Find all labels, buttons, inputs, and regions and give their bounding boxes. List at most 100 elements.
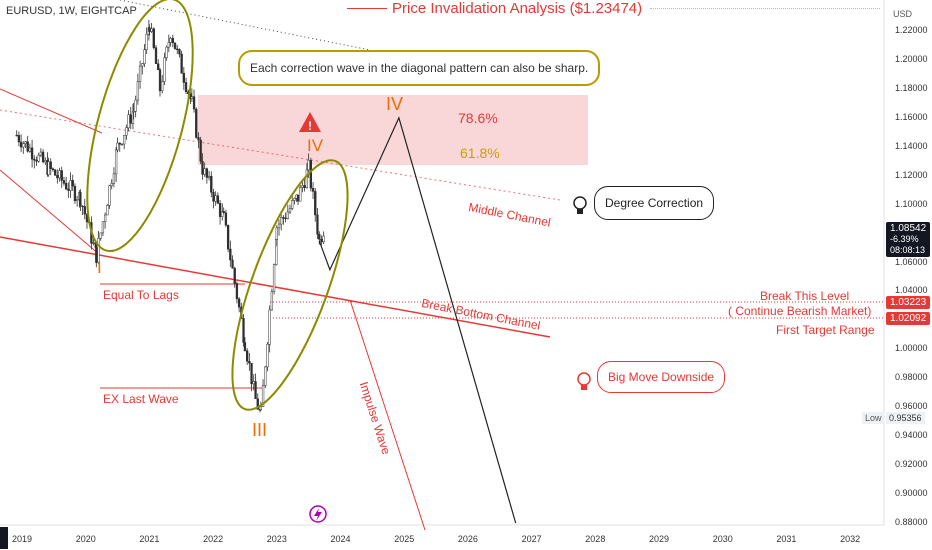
candle-body (143, 49, 146, 64)
title-rule-right (650, 8, 880, 9)
candle-body (19, 141, 23, 148)
candle-body (180, 53, 183, 74)
time-tick: 2031 (776, 534, 797, 544)
candle-body (212, 192, 215, 202)
candle-body (79, 192, 82, 207)
candle-body (226, 224, 230, 250)
candle-body (270, 291, 274, 311)
candle-body (118, 142, 121, 145)
candle-body (178, 49, 181, 55)
candle-body (157, 63, 160, 71)
candle-body (67, 188, 70, 191)
level-1-tag: 1.03223 (886, 296, 931, 309)
candle-body (49, 161, 52, 169)
candle-body (288, 208, 292, 213)
fib-786-label: 78.6% (458, 110, 498, 126)
currency-label[interactable]: USD (893, 9, 913, 19)
candle-body (237, 298, 241, 308)
time-tick: 2028 (585, 534, 606, 544)
candle-body (293, 198, 296, 201)
time-tick: 2032 (840, 534, 861, 544)
candle-body (51, 168, 55, 171)
candle-body (39, 151, 43, 156)
price-tick: 1.00000 (895, 343, 928, 354)
first-target-label: First Target Range (776, 323, 875, 337)
candle-body (125, 127, 128, 136)
warning-mark: ! (308, 119, 312, 133)
time-tick: 2022 (203, 534, 224, 544)
upper-channel-line[interactable] (0, 88, 103, 134)
wave-iv-label: IV (307, 136, 324, 155)
candle-body (221, 211, 224, 217)
candle-body (214, 195, 217, 202)
candle-body (316, 214, 319, 235)
current-change: -6.39% (890, 234, 919, 244)
candle-body (136, 81, 140, 101)
time-tick: 2023 (266, 534, 287, 544)
candle-body (129, 114, 132, 124)
candle-body (152, 28, 155, 48)
level-2-tag: 1.02092 (886, 312, 931, 325)
degree-correction-pill[interactable]: Degree Correction (594, 186, 715, 220)
time-tick: 2030 (712, 534, 733, 544)
wave-iii-label: III (252, 420, 268, 440)
candle-body (47, 161, 50, 175)
low-value: 0.95356 (886, 412, 925, 424)
candle-body (127, 114, 130, 129)
candle-body (272, 264, 276, 292)
symbol-label[interactable]: EURUSD, 1W, EIGHTCAP (6, 5, 137, 17)
candle-body (229, 248, 232, 261)
candle-body (41, 151, 45, 163)
price-tick: 0.92000 (895, 459, 928, 470)
time-tick: 2020 (75, 534, 96, 544)
wave-i-ellipse[interactable] (66, 0, 214, 261)
candle-body (199, 139, 202, 162)
candle-body (56, 175, 59, 179)
candle-body (203, 168, 206, 175)
candle-body (75, 199, 79, 201)
candle-body (301, 185, 304, 188)
projection-path[interactable] (318, 116, 517, 524)
equal-to-lags-label: Equal To Lags (103, 288, 179, 302)
candle-body (17, 135, 21, 143)
candle-body (138, 65, 142, 82)
candle-body (35, 159, 38, 162)
candle-body (44, 160, 47, 163)
candle-body (163, 57, 166, 82)
candle-body (97, 238, 100, 263)
candle-body (216, 195, 220, 204)
big-move-pill[interactable]: Big Move Downside (597, 361, 726, 393)
candle-body (256, 398, 259, 410)
candle-body (171, 37, 174, 44)
candle-body (242, 318, 245, 343)
candle-body (101, 221, 105, 234)
candle-body (282, 217, 285, 219)
top-dotted-line[interactable] (119, 0, 371, 51)
time-tick: 2019 (12, 534, 33, 544)
candle-body (60, 170, 63, 181)
candle-body (233, 267, 236, 284)
price-tick: 1.16000 (895, 111, 928, 122)
candle-body (207, 175, 211, 178)
current-price: 1.08542 (890, 223, 927, 234)
lower-wedge-line[interactable] (0, 169, 101, 256)
wave-iii-ellipse[interactable] (209, 148, 371, 422)
impulse-wave-line[interactable] (349, 299, 426, 531)
candle-body (30, 147, 34, 160)
candle-body (303, 185, 306, 189)
candle-body (243, 342, 247, 351)
candle-body (305, 169, 308, 189)
candle-body (15, 134, 18, 137)
candle-body (64, 183, 68, 190)
candle-body (116, 142, 119, 151)
candle-body (145, 34, 148, 50)
candle-body (81, 205, 84, 208)
diagonal-note[interactable]: Each correction wave in the diagonal pat… (238, 50, 601, 86)
candle-body (296, 194, 300, 202)
candle-body (22, 143, 25, 148)
candle-body (169, 37, 172, 43)
candle-body (92, 242, 95, 244)
candle-body (58, 170, 61, 179)
candle-body (275, 227, 278, 240)
